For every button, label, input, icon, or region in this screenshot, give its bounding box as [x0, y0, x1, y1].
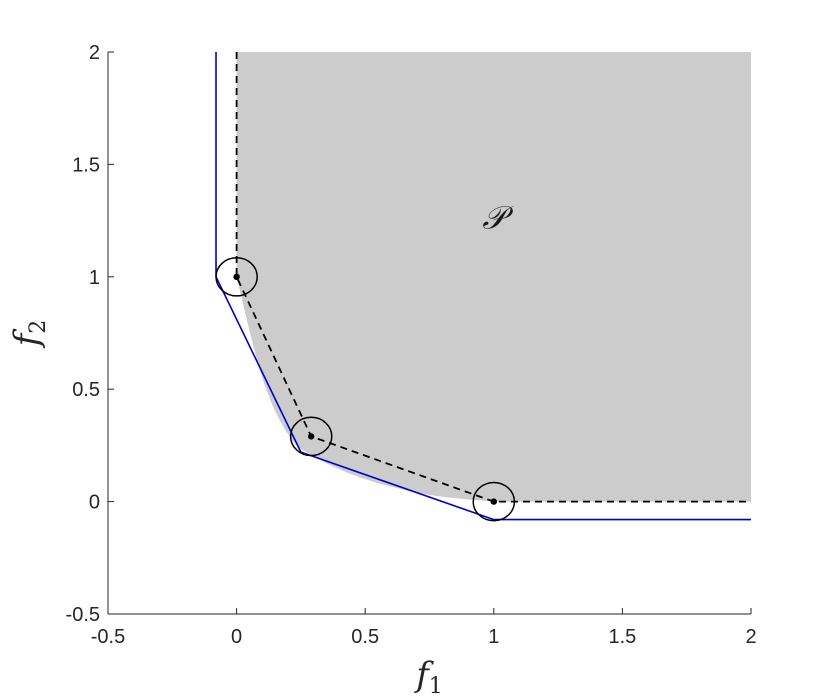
x-tick-label-5: 2	[745, 626, 756, 648]
marker-circle-2	[472, 481, 516, 522]
y-axis-title: f2	[7, 320, 51, 350]
marker-layer	[215, 256, 516, 522]
x-tick-label-2: 0.5	[351, 626, 379, 648]
y-tick-label-4: 1.5	[72, 154, 100, 176]
x-tick-label-4: 1.5	[608, 626, 636, 648]
axes: -0.5 0 0.5 1 1.5 2 -0.5 0 0.5 1 1.5 2	[66, 42, 757, 648]
feasible-region-layer	[236, 52, 752, 502]
y-tick-label-0: -0.5	[66, 604, 100, 626]
marker-point-2	[490, 498, 497, 505]
y-tick-label-3: 1	[89, 267, 100, 289]
feasible-region	[236, 52, 752, 502]
x-axis-title: f1	[413, 655, 443, 699]
y-axis-title-sub: 2	[26, 320, 51, 334]
blue-frontier-line	[215, 52, 751, 521]
x-axis-title-sub: 1	[429, 674, 443, 699]
marker-circle-0	[215, 256, 258, 297]
y-tick-label-1: 0	[89, 492, 100, 514]
x-tick-label-0: -0.5	[91, 626, 125, 648]
marker-circle-1	[289, 416, 333, 457]
marker-point-0	[233, 273, 240, 280]
x-tick-label-1: 0	[231, 626, 242, 648]
x-tick-label-3: 1	[488, 626, 499, 648]
marker-point-1	[307, 433, 315, 440]
y-tick-label-5: 2	[89, 42, 100, 64]
y-tick-label-2: 0.5	[72, 379, 100, 401]
